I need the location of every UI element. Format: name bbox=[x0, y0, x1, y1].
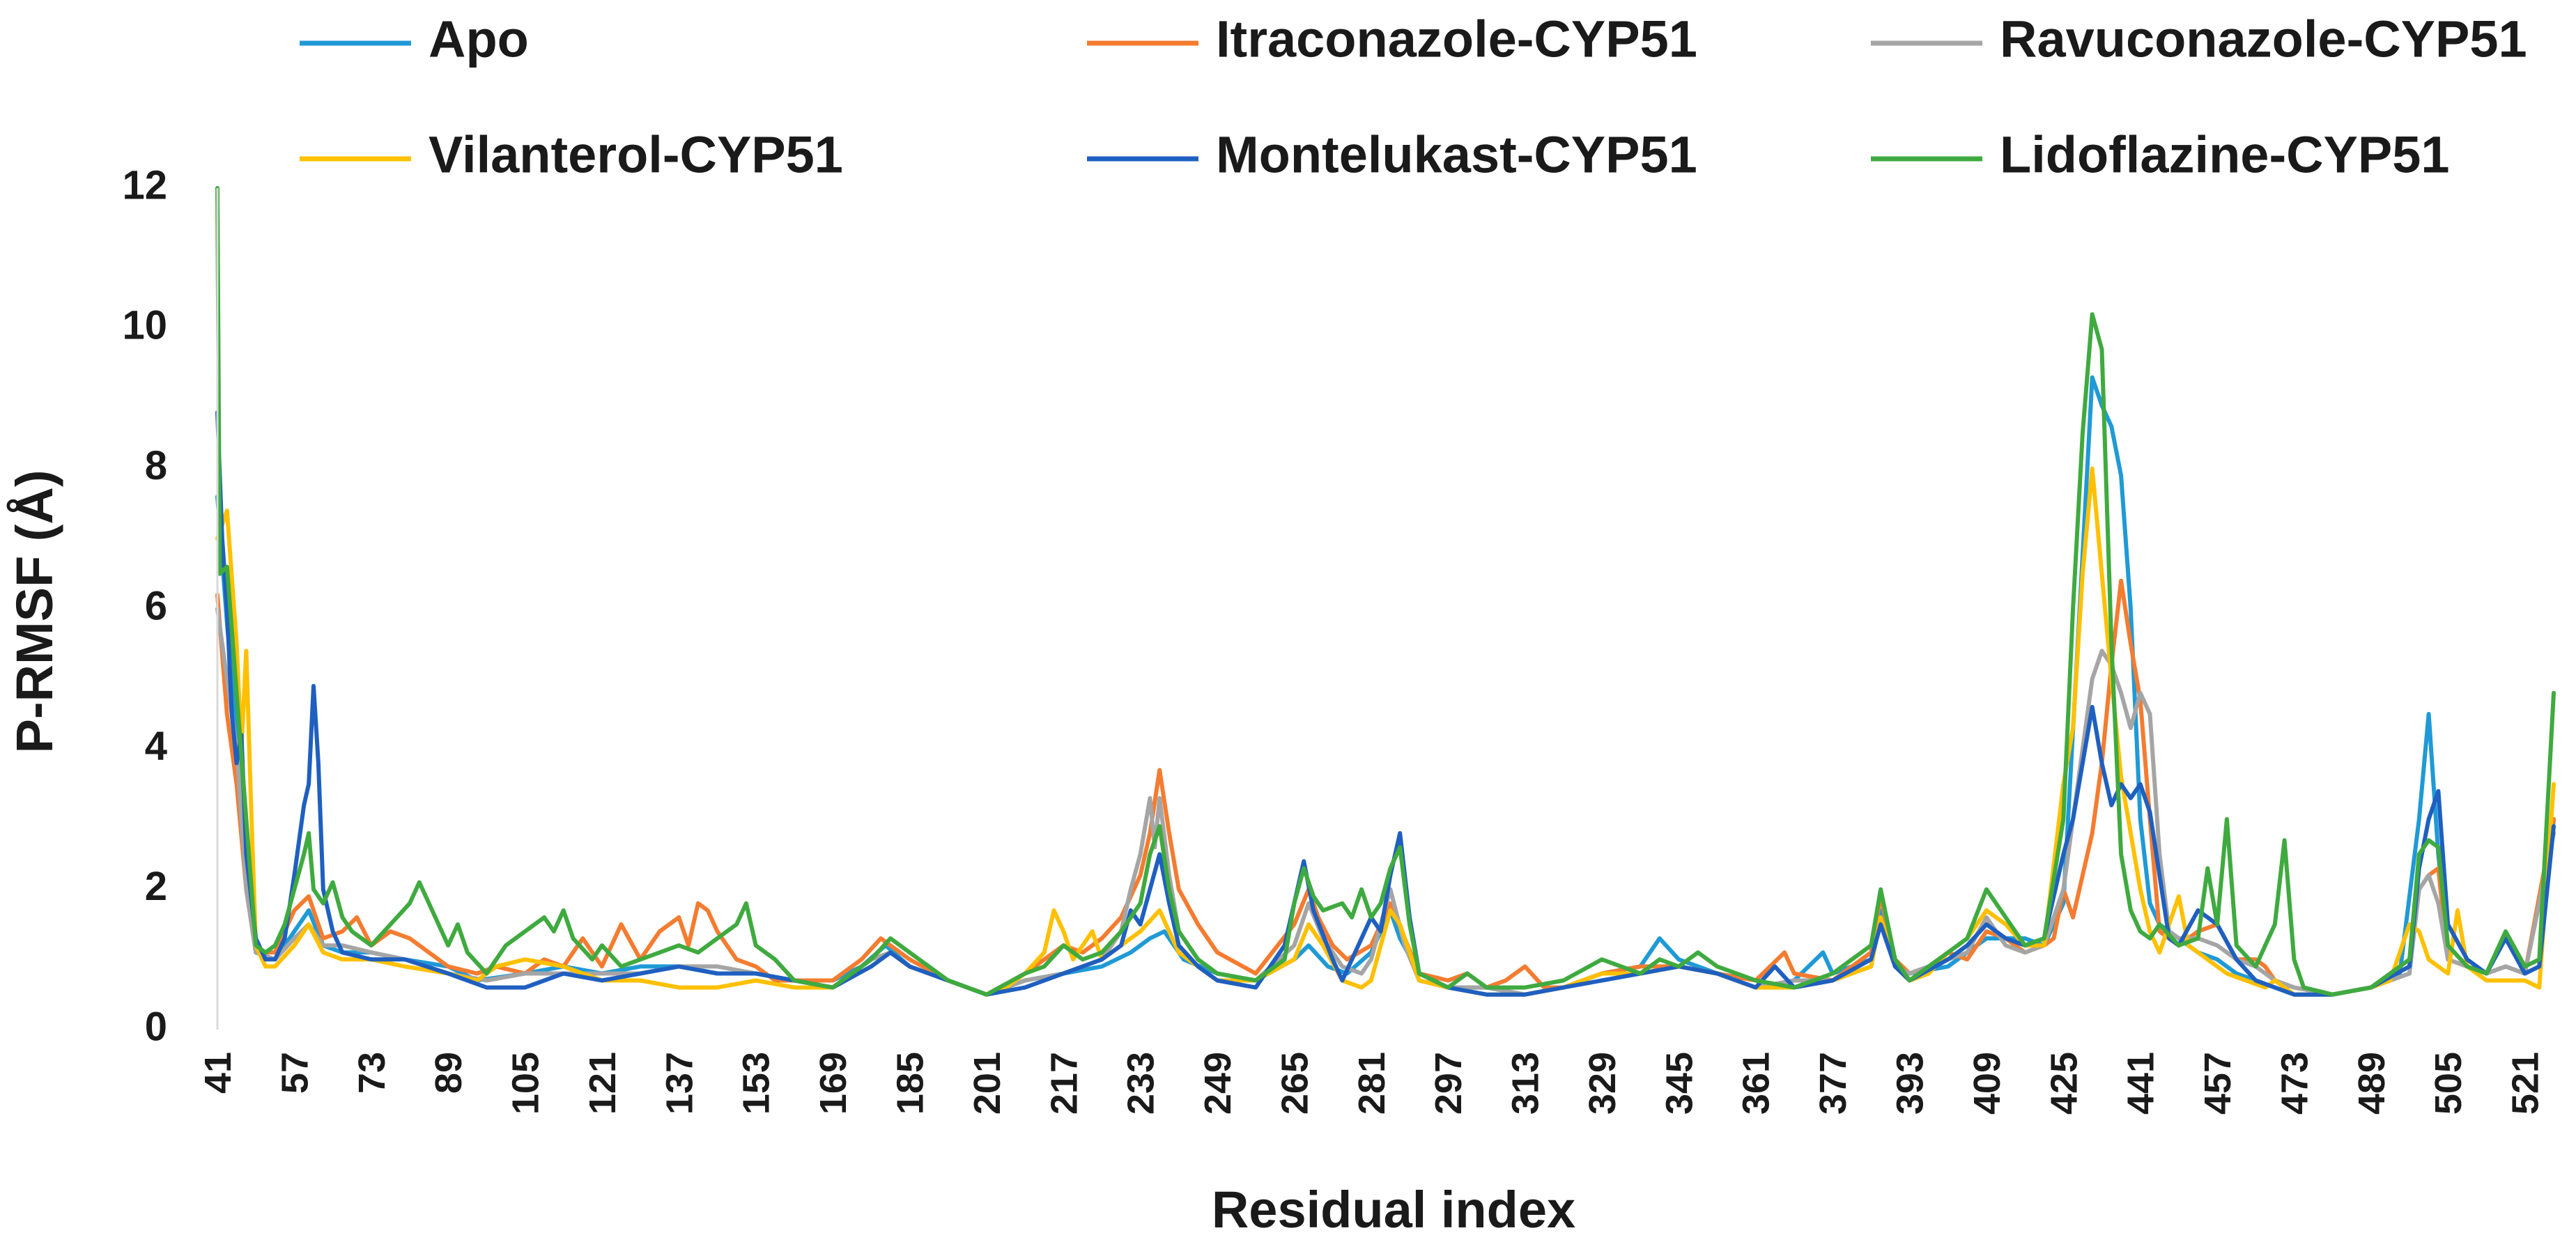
x-tick-label: 409 bbox=[1966, 1052, 2008, 1115]
x-tick-label: 217 bbox=[1043, 1052, 1085, 1115]
y-tick-label: 10 bbox=[122, 303, 167, 348]
x-tick-label: 121 bbox=[582, 1052, 624, 1115]
y-tick-label: 12 bbox=[122, 162, 167, 208]
x-tick-label: 73 bbox=[351, 1052, 393, 1094]
legend-label: Itraconazole-CYP51 bbox=[1216, 10, 1697, 68]
x-tick-label: 457 bbox=[2197, 1052, 2239, 1115]
x-tick-label: 329 bbox=[1582, 1052, 1624, 1115]
x-tick-label: 521 bbox=[2505, 1052, 2547, 1115]
x-tick-label: 377 bbox=[1812, 1052, 1854, 1115]
x-tick-label: 297 bbox=[1428, 1052, 1470, 1115]
x-tick-label: 441 bbox=[2120, 1052, 2162, 1115]
legend-label: Vilanterol-CYP51 bbox=[429, 126, 843, 184]
x-axis-ticks: 41 57 73 89 105 121 137 153 169 185 201 217 233 249 26… bbox=[197, 1052, 2547, 1115]
x-tick-label: 137 bbox=[658, 1052, 700, 1115]
x-tick-label: 249 bbox=[1197, 1052, 1239, 1115]
x-tick-label: 201 bbox=[966, 1052, 1008, 1115]
series-line-ravuconazole-cyp51 bbox=[215, 607, 2556, 997]
x-tick-label: 505 bbox=[2428, 1052, 2469, 1115]
legend-label: Ravuconazole-CYP51 bbox=[2000, 10, 2527, 68]
x-tick-label: 473 bbox=[2274, 1052, 2315, 1115]
x-tick-label: 345 bbox=[1658, 1052, 1700, 1115]
legend-label: Montelukast-CYP51 bbox=[1216, 126, 1697, 184]
legend-label: Lidoflazine-CYP51 bbox=[2000, 126, 2450, 184]
x-tick-label: 425 bbox=[2043, 1052, 2085, 1115]
y-tick-label: 0 bbox=[145, 1004, 167, 1049]
x-tick-label: 393 bbox=[1890, 1052, 1931, 1115]
y-tick-label: 6 bbox=[145, 583, 167, 628]
series-line-itraconazole-cyp51 bbox=[215, 578, 2556, 997]
y-tick-label: 8 bbox=[145, 443, 167, 488]
series-line-lidoflazine-cyp51 bbox=[215, 186, 2556, 997]
x-tick-label: 185 bbox=[889, 1052, 931, 1115]
x-tick-label: 489 bbox=[2351, 1052, 2393, 1115]
y-tick-label: 2 bbox=[145, 864, 167, 909]
x-tick-label: 153 bbox=[736, 1052, 778, 1115]
y-axis-ticks: 0 2 4 6 8 10 12 bbox=[122, 162, 167, 1049]
series-layer bbox=[215, 186, 2556, 997]
x-tick-label: 41 bbox=[197, 1052, 239, 1094]
x-tick-label: 169 bbox=[812, 1052, 854, 1115]
x-tick-label: 89 bbox=[428, 1052, 470, 1094]
x-tick-label: 57 bbox=[274, 1052, 316, 1094]
legend: Apo Itraconazole-CYP51 Ravuconazole-CYP51 V… bbox=[300, 10, 2527, 184]
x-tick-label: 105 bbox=[505, 1052, 547, 1115]
y-tick-label: 4 bbox=[145, 724, 167, 769]
x-tick-label: 265 bbox=[1274, 1052, 1316, 1115]
x-tick-label: 313 bbox=[1505, 1052, 1547, 1115]
x-tick-label: 233 bbox=[1120, 1052, 1162, 1115]
x-tick-label: 281 bbox=[1351, 1052, 1393, 1115]
x-tick-label: 361 bbox=[1736, 1052, 1777, 1115]
series-line-vilanterol-cyp51 bbox=[215, 466, 2556, 997]
x-axis-title: Residual index bbox=[1212, 1181, 1575, 1239]
y-axis-title: P-RMSF (Å) bbox=[6, 470, 63, 754]
legend-label: Apo bbox=[429, 10, 529, 68]
